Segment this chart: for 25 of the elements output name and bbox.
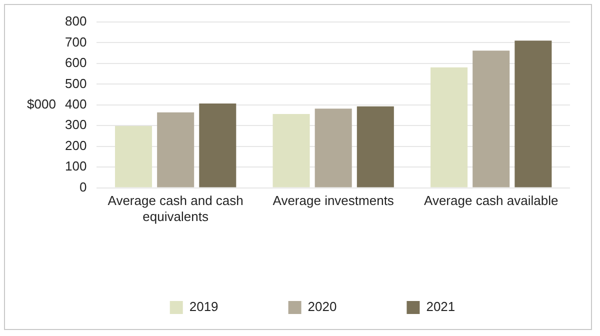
y-tick-label: 200 <box>64 138 87 153</box>
y-tick-label: 700 <box>64 34 87 50</box>
y-tick-label: 0 <box>79 179 87 194</box>
y-tick-label: 100 <box>64 158 87 174</box>
legend-label: 2020 <box>308 299 337 314</box>
legend-label: 2019 <box>189 299 218 314</box>
x-tick-label: Average cash and cash equivalents <box>108 193 244 224</box>
y-tick-label: 300 <box>64 117 87 132</box>
x-tick-label: Average cash available <box>424 193 558 208</box>
bar <box>114 126 152 188</box>
bar <box>272 114 310 188</box>
y-tick-label: 600 <box>64 55 87 70</box>
y-tick-label: 800 <box>64 14 87 29</box>
bar <box>430 67 468 188</box>
bar <box>472 50 510 188</box>
bar <box>356 106 394 188</box>
x-tick-label: Average investments <box>272 193 394 208</box>
bar <box>157 112 194 188</box>
bar <box>314 108 352 188</box>
bar <box>514 40 552 188</box>
bar <box>199 103 236 188</box>
y-tick-label: 400 <box>64 96 87 112</box>
legend-label: 2021 <box>426 299 456 314</box>
y-axis-title: $000 <box>27 96 56 112</box>
y-tick-label: 500 <box>64 76 87 91</box>
